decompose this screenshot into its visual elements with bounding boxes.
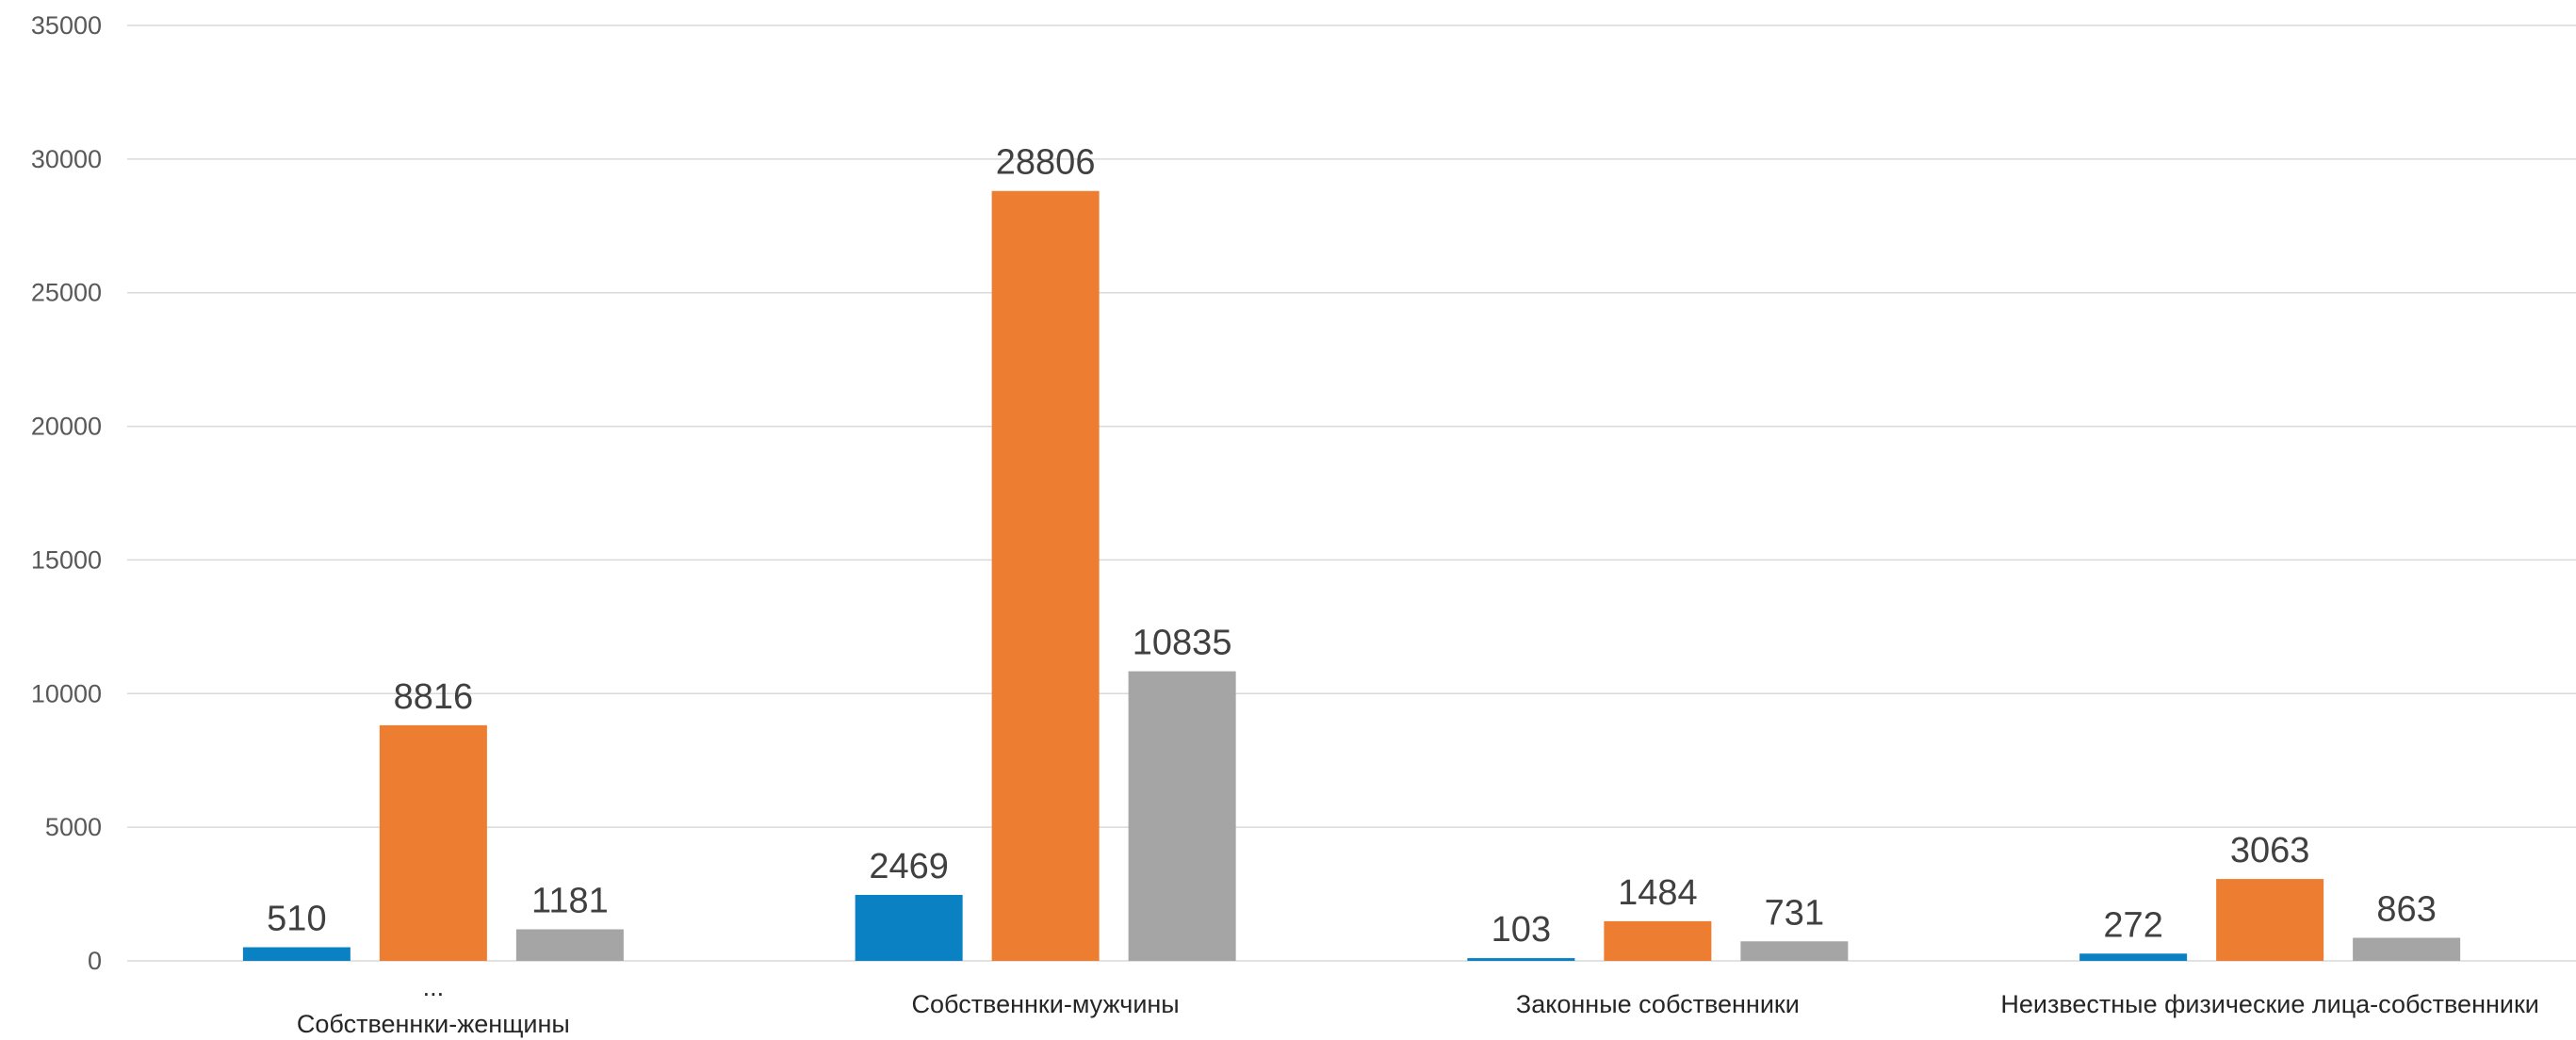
bar [1604,920,1712,961]
y-axis-tick-labels: 0 5000 10000 15000 20000 25000 30000 35000 [31,11,102,975]
x-axis-category-labels: ... Собственнки-женщины Собственнки-мужчин… [297,973,2539,1038]
data-label: 510 [267,900,326,939]
data-label: 1181 [531,881,609,920]
data-label: 28806 [996,143,1096,183]
data-label: 731 [1765,893,1824,933]
data-label: 2469 [869,847,949,886]
bar [1128,671,1236,961]
y-tick-label: 20000 [31,413,102,441]
bar [2079,953,2188,961]
bars [242,190,2461,961]
data-label: 10835 [1133,624,1232,663]
bar [515,929,624,961]
gridlines [127,24,2576,962]
data-label: 8816 [394,677,474,717]
y-tick-label: 0 [88,947,102,975]
category-ellipsis: ... [423,973,445,1001]
bar [2353,937,2461,961]
data-label: 103 [1492,910,1551,950]
data-labels: 510 8816 1181 2469 28806 10835 103 1484 731 272 30… [267,143,2437,950]
data-label: 3063 [2230,831,2310,870]
category-label: Неизвестные физические лица-собственники [2000,990,2539,1018]
y-tick-label: 15000 [31,545,102,574]
y-tick-label: 25000 [31,279,102,307]
bar [855,894,963,961]
bar [1467,958,1575,961]
category-label: Собственнки-женщины [297,1010,570,1038]
category-label: Собственнки-мужчины [912,990,1180,1018]
bar [991,190,1100,961]
data-label: 1484 [1618,873,1698,913]
y-tick-label: 30000 [31,145,102,173]
bar [1740,941,1849,961]
bar [379,724,487,961]
y-tick-label: 5000 [45,813,102,841]
data-label: 272 [2103,905,2162,945]
bar [2216,879,2324,961]
bar [242,947,351,961]
data-label: 863 [2376,890,2436,930]
category-label: Законные собственники [1516,990,1800,1018]
y-tick-label: 10000 [31,679,102,707]
y-tick-label: 35000 [31,11,102,40]
